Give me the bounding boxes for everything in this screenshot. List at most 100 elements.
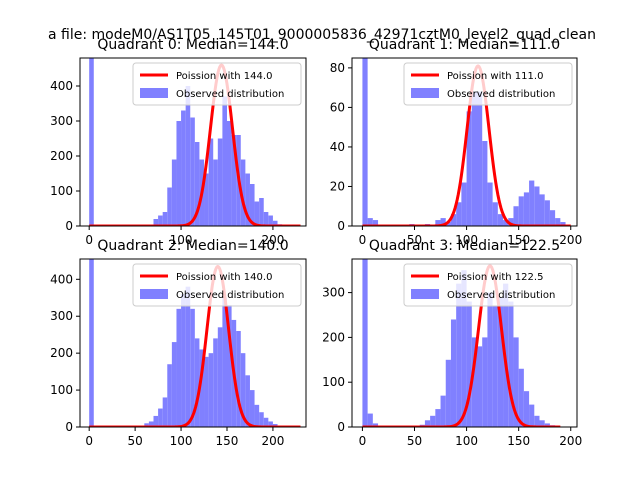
histogram-bar (222, 96, 227, 226)
histogram-bar (471, 337, 477, 427)
y-tick-label: 200 (50, 149, 73, 163)
legend-box (132, 62, 302, 106)
histogram-bar (158, 215, 163, 226)
histogram-bar (231, 135, 237, 226)
x-tick-label: 100 (170, 434, 193, 448)
histogram-bar (222, 297, 227, 427)
histogram-bar (144, 423, 149, 427)
histogram-bar (503, 220, 509, 226)
legend-box (132, 263, 302, 307)
x-tick-label: 150 (507, 233, 530, 247)
poisson-curve (361, 64, 572, 226)
histogram-bar (456, 283, 462, 427)
x-tick-label: 200 (559, 434, 582, 448)
legend-swatch-observed (140, 289, 168, 299)
legend: Poission with 140.0 Observed distribution (132, 263, 302, 307)
y-tick-label: 0 (337, 420, 345, 434)
histogram-bar (367, 218, 373, 226)
y-tick-label: 300 (50, 114, 73, 128)
histogram-bar (461, 182, 467, 226)
histogram-bar (440, 218, 446, 226)
histogram-bar (508, 301, 514, 427)
histogram-bar (471, 91, 477, 226)
subplot-quadrant-0: 0 100 200 0 100 200 300 400 Quadrant 0: Median=1… (50, 37, 307, 247)
histogram-bar (190, 308, 195, 427)
histogram-bar (162, 397, 168, 427)
legend-box (403, 263, 573, 307)
histogram-bar (534, 415, 540, 427)
x-tick-label: 150 (216, 434, 239, 448)
histogram-bar (445, 222, 451, 226)
legend-label-observed: Observed distribution (447, 290, 555, 301)
histogram-bar (268, 215, 273, 226)
axes-frame (351, 57, 578, 227)
subplot-title: Quadrant 2: Median=140.0 (97, 238, 288, 254)
histogram-bar (249, 184, 255, 226)
histogram-bar (362, 58, 368, 226)
legend-label-poisson: Poission with 140.0 (176, 272, 272, 283)
histogram-bar (217, 138, 223, 226)
legend-label-observed: Observed distribution (447, 89, 555, 100)
legend: Poission with 144.0 Observed distribution (132, 62, 302, 106)
y-tick-label: 400 (50, 272, 73, 286)
y-tick-label: 60 (330, 100, 345, 114)
histogram-bar (259, 412, 264, 427)
legend-label-poisson: Poission with 122.5 (447, 272, 543, 283)
histogram-bar (185, 286, 191, 427)
x-tick-label: 200 (261, 233, 284, 247)
histogram-bar (204, 356, 209, 427)
y-tick-label: 100 (50, 184, 73, 198)
histogram-bar (534, 186, 540, 226)
subplot-quadrant-3: 0 50 100 150 200 0 100 200 300 Quadrant 3: Median… (322, 238, 582, 448)
histogram-bar (523, 391, 530, 427)
histogram-bar (477, 91, 483, 226)
subplot-quadrant-1: 0 50 100 150 200 0 20 40 60 80 Quadrant 1: Median=… (330, 37, 582, 247)
histogram-bar (445, 359, 451, 427)
x-tick-label: 100 (455, 434, 478, 448)
histogram-bar (194, 338, 200, 427)
histogram-bar (549, 210, 556, 226)
histogram-bar (167, 364, 172, 427)
histogram-bar (153, 219, 159, 226)
legend-label-observed: Observed distribution (176, 290, 284, 301)
histogram-bar (89, 259, 94, 427)
histogram-bar (245, 173, 250, 226)
legend-label-poisson: Poission with 111.0 (447, 71, 543, 82)
histogram-bar (194, 142, 200, 226)
histogram-bar (529, 180, 535, 226)
subplot-quadrant-2: 0 50 100 150 200 0 100 200 300 400 Quadrant 2: Med… (50, 238, 307, 448)
y-tick-label: 100 (50, 383, 73, 397)
x-tick-label: 100 (455, 233, 478, 247)
histogram-bar (367, 413, 373, 427)
histogram-bar (435, 409, 441, 427)
histogram-bar (529, 404, 535, 427)
subplot-grid: 0 100 200 0 100 200 300 400 Quadrant 0: Median=1… (50, 37, 582, 448)
x-tick-label: 50 (407, 434, 422, 448)
y-tick-label: 0 (337, 219, 345, 233)
histogram-bar (181, 294, 186, 427)
histogram-bar (245, 375, 250, 427)
histogram-bar (497, 214, 504, 226)
histogram-bar (236, 331, 241, 427)
histogram-bar (539, 420, 545, 427)
histogram-bar (268, 421, 273, 427)
histogram-bar (508, 218, 514, 226)
histogram-bar (487, 292, 493, 427)
histogram-bar (89, 58, 94, 226)
histogram-bar (185, 86, 191, 226)
x-tick-label: 100 (170, 233, 193, 247)
subplot-title: Quadrant 0: Median=144.0 (97, 37, 288, 53)
legend: Poission with 111.0 Observed distribution (403, 62, 573, 106)
histogram-bar (226, 121, 232, 226)
histogram-bar (249, 390, 255, 427)
plot-area (361, 58, 572, 226)
histogram-bar (362, 259, 368, 427)
y-tick-label: 200 (50, 346, 73, 360)
y-tick-label: 300 (50, 309, 73, 323)
histogram-bar (456, 202, 462, 226)
histogram-bar (148, 421, 154, 427)
y-tick-label: 0 (65, 219, 73, 233)
legend-swatch-observed (411, 88, 439, 98)
x-tick-label: 50 (407, 233, 422, 247)
